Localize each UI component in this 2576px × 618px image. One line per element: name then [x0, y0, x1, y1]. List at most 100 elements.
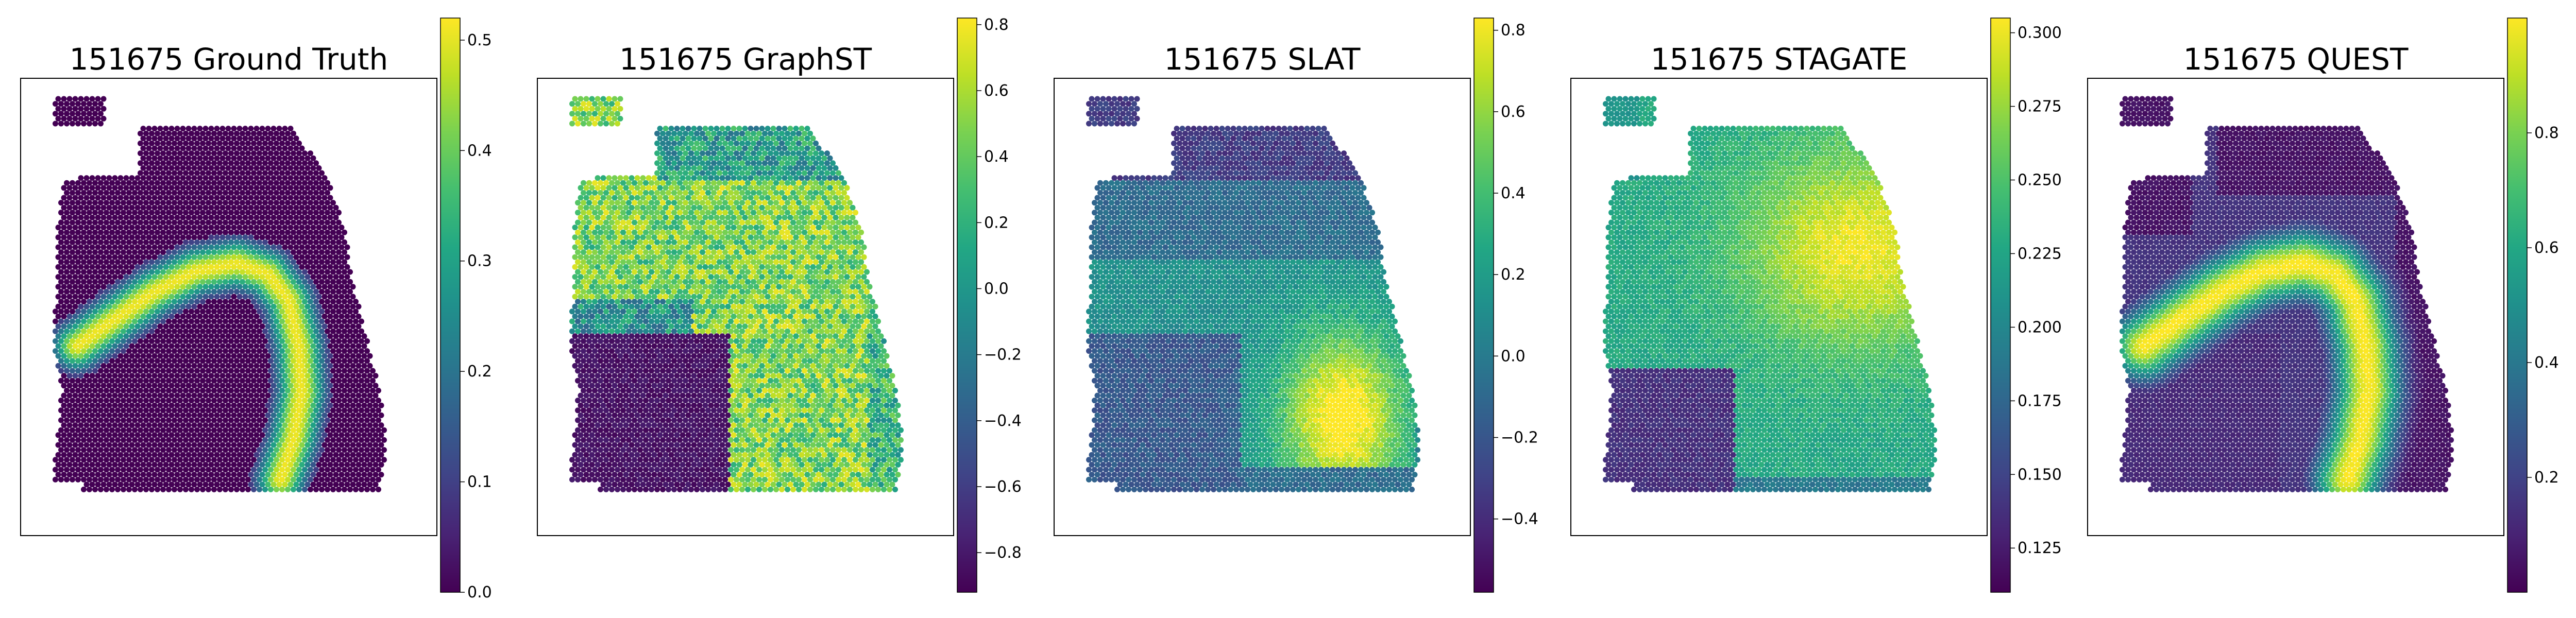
spot: [194, 476, 200, 483]
spot: [72, 195, 78, 201]
spot: [219, 383, 226, 389]
colorbar-tick-label: 0.3: [467, 252, 492, 270]
spot: [132, 447, 138, 453]
spot: [95, 432, 101, 438]
spot: [155, 219, 160, 226]
spot: [691, 234, 697, 241]
spot: [231, 155, 237, 161]
spot: [702, 195, 708, 201]
spot: [112, 373, 118, 379]
spot: [617, 225, 623, 231]
spot: [143, 417, 149, 423]
spot: [200, 358, 206, 364]
spot: [257, 328, 262, 334]
spot: [734, 140, 739, 146]
spot: [572, 225, 578, 231]
spot: [714, 145, 720, 151]
spot: [327, 392, 333, 399]
spot: [606, 175, 612, 181]
spot: [253, 363, 260, 369]
spot: [98, 348, 104, 354]
spot: [666, 140, 671, 146]
spot: [177, 200, 183, 206]
spot: [257, 180, 262, 186]
spot: [225, 323, 231, 330]
spot: [586, 121, 592, 127]
axes-frame: [20, 78, 437, 536]
spot: [265, 175, 271, 181]
spot: [285, 249, 291, 255]
spot: [202, 264, 209, 270]
spot: [81, 101, 87, 107]
spot: [166, 190, 172, 196]
spot: [87, 427, 92, 433]
spot: [342, 259, 347, 265]
spot: [705, 210, 711, 216]
spot: [174, 373, 180, 379]
spot: [700, 210, 705, 216]
spot: [333, 373, 339, 379]
spot: [773, 210, 779, 216]
spot: [58, 398, 64, 404]
spot: [126, 358, 132, 364]
spot: [736, 244, 742, 250]
spot: [155, 318, 160, 324]
spot: [87, 476, 92, 483]
spot: [824, 219, 830, 226]
spot: [180, 185, 186, 191]
spot: [87, 259, 92, 265]
spot: [70, 437, 75, 443]
spot: [231, 402, 237, 408]
spot: [790, 140, 796, 146]
spot: [671, 239, 677, 245]
spot: [163, 274, 169, 280]
spot: [155, 476, 160, 483]
spot: [89, 214, 95, 220]
spot: [270, 254, 277, 260]
spot: [338, 333, 345, 339]
spot: [308, 269, 313, 275]
spot: [603, 249, 609, 255]
spot: [83, 472, 90, 478]
spot: [242, 185, 248, 191]
spot: [279, 417, 285, 423]
spot: [197, 482, 203, 488]
spot: [299, 392, 305, 399]
spot: [598, 249, 603, 255]
spot: [172, 210, 177, 216]
spot: [228, 476, 234, 483]
spot: [194, 299, 200, 305]
spot: [327, 383, 333, 389]
spot: [282, 254, 288, 260]
spot: [291, 338, 296, 344]
spot: [691, 204, 697, 211]
colorbar-tick-label: 0.4: [467, 142, 492, 160]
spot: [768, 180, 773, 186]
spot: [268, 377, 274, 384]
spot: [81, 210, 87, 216]
spot: [185, 294, 192, 300]
spot: [299, 185, 305, 191]
spot: [55, 323, 61, 330]
spot: [163, 214, 169, 220]
spot: [790, 229, 796, 235]
spot: [378, 442, 384, 448]
spot: [657, 145, 663, 151]
spot: [310, 383, 316, 389]
spot: [197, 442, 203, 448]
spot: [72, 353, 78, 359]
spot: [242, 303, 248, 310]
spot: [355, 373, 362, 379]
spot: [197, 353, 203, 359]
spot: [95, 294, 101, 300]
spot: [117, 373, 124, 379]
spot: [731, 234, 737, 241]
spot: [748, 135, 754, 142]
spot: [58, 121, 64, 127]
spot: [660, 239, 666, 245]
spot: [112, 254, 118, 260]
spot: [259, 185, 265, 191]
spot: [149, 417, 155, 423]
spot: [293, 353, 299, 359]
spot: [138, 308, 143, 315]
